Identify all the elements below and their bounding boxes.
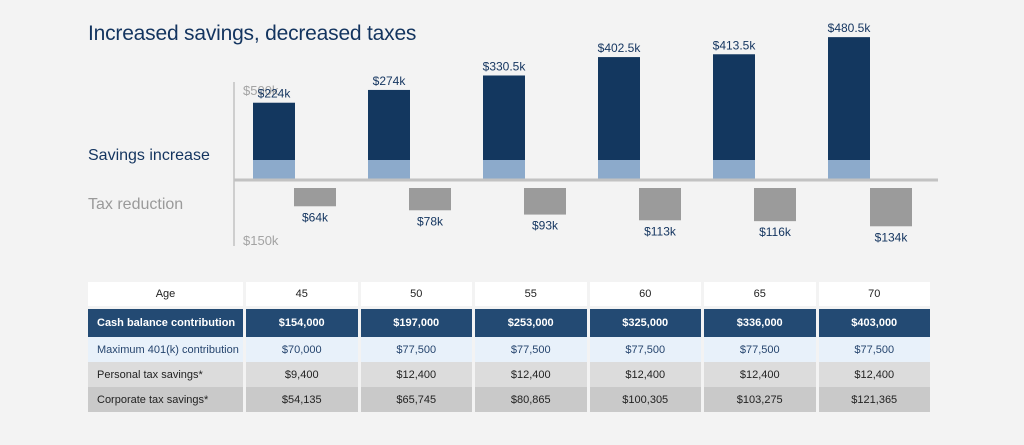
row-label: Maximum 401(k) contribution (88, 337, 243, 362)
tax-value-label: $78k (417, 214, 444, 228)
savings-value-label: $413.5k (713, 38, 757, 52)
table-cell: $12,400 (360, 362, 472, 387)
contribution-table: Age 45 50 55 60 65 70 Cash balance contr… (85, 282, 933, 412)
tax-bar (754, 188, 796, 222)
table-cell: $12,400 (475, 362, 587, 387)
tax-value-label: $116k (759, 225, 792, 239)
table-cell: $54,135 (246, 387, 358, 412)
table-row-max-401k: Maximum 401(k) contribution $70,000 $77,… (88, 337, 930, 362)
tax-value-label: $134k (875, 230, 909, 244)
savings-bar (368, 89, 410, 160)
savings-base-bar (713, 160, 755, 179)
table-cell: $12,400 (704, 362, 816, 387)
tax-reduction-label: Tax reduction (88, 196, 183, 213)
row-label: Corporate tax savings* (88, 387, 243, 412)
tax-value-label: $64k (302, 210, 329, 224)
savings-base-bar (253, 160, 295, 179)
tax-value-label: $113k (644, 224, 677, 238)
savings-tax-chart: Savings increase Tax reduction $500k $150k $… (88, 21, 938, 248)
page-title: Increased savings, decreased taxes (88, 22, 417, 45)
header-age-label: Age (88, 282, 243, 309)
table-header-row: Age 45 50 55 60 65 70 (88, 282, 930, 309)
table-cell: $77,500 (704, 337, 816, 362)
table-cell: $77,500 (475, 337, 587, 362)
savings-base-bar (598, 160, 640, 179)
tax-bar (870, 188, 912, 227)
table-cell: $70,000 (246, 337, 358, 362)
table-cell: $80,865 (475, 387, 587, 412)
table-cell: $77,500 (589, 337, 701, 362)
row-label: Personal tax savings* (88, 362, 243, 387)
table-cell: $77,500 (818, 337, 930, 362)
table-cell: $77,500 (360, 337, 472, 362)
savings-bar (713, 54, 755, 160)
savings-base-bar (828, 160, 870, 179)
table-cell: $65,745 (360, 387, 472, 412)
header-age-cell: 65 (704, 282, 816, 309)
contribution-table-wrapper: Age 45 50 55 60 65 70 Cash balance contr… (88, 282, 936, 412)
savings-bar (598, 57, 640, 160)
header-age-cell: 55 (475, 282, 587, 309)
table-cell: $12,400 (589, 362, 701, 387)
savings-increase-label: Savings increase (88, 147, 210, 164)
tax-bar (524, 188, 566, 215)
savings-bar (483, 75, 525, 160)
tax-value-label: $93k (532, 219, 559, 233)
tax-bar (294, 188, 336, 207)
tax-bar (639, 188, 681, 221)
header-age-cell: 60 (589, 282, 701, 309)
table-cell: $154,000 (246, 309, 358, 337)
savings-value-label: $402.5k (598, 41, 642, 55)
table-cell: $12,400 (818, 362, 930, 387)
savings-value-label: $274k (373, 74, 407, 88)
row-label: Cash balance contribution (88, 309, 243, 337)
header-age-cell: 45 (246, 282, 358, 309)
savings-value-label: $480.5k (828, 21, 872, 35)
savings-bar (828, 37, 870, 160)
table-cell: $403,000 (818, 309, 930, 337)
table-row-corporate-tax: Corporate tax savings* $54,135 $65,745 $… (88, 387, 930, 412)
table-row-personal-tax: Personal tax savings* $9,400 $12,400 $12… (88, 362, 930, 387)
table-cell: $197,000 (360, 309, 472, 337)
savings-value-label: $330.5k (483, 59, 527, 73)
header-age-cell: 70 (818, 282, 930, 309)
header-age-cell: 50 (360, 282, 472, 309)
savings-base-bar (483, 160, 525, 179)
savings-value-label: $224k (258, 87, 292, 101)
tax-bar (409, 188, 451, 211)
savings-bar (253, 102, 295, 160)
table-cell: $325,000 (589, 309, 701, 337)
table-cell: $103,275 (704, 387, 816, 412)
upper-tick-label: $500k (243, 83, 279, 98)
table-cell: $9,400 (246, 362, 358, 387)
table-cell: $121,365 (818, 387, 930, 412)
table-cell: $100,305 (589, 387, 701, 412)
table-cell: $253,000 (475, 309, 587, 337)
lower-tick-label: $150k (243, 233, 279, 248)
savings-base-bar (368, 160, 410, 179)
table-row-cash-balance: Cash balance contribution $154,000 $197,… (88, 309, 930, 337)
table-cell: $336,000 (704, 309, 816, 337)
